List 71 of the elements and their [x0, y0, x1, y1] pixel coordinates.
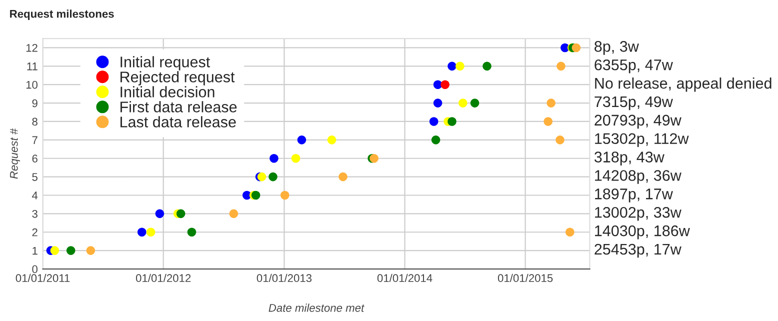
point: [50, 246, 60, 255]
point: [433, 80, 442, 90]
y-tick-label: 1: [32, 246, 38, 255]
point: [433, 98, 442, 108]
point: [572, 43, 581, 52]
point: [297, 136, 306, 144]
point: [448, 62, 456, 71]
point: [440, 80, 450, 90]
text: 14208p, 36w: [595, 170, 682, 184]
point: [448, 117, 456, 126]
legend-label: Last data release: [120, 116, 236, 128]
point: [268, 172, 278, 182]
y-axis-title: Request #: [10, 128, 20, 179]
y-tick-label: 11: [27, 62, 38, 70]
text: 15302p, 112w: [595, 133, 689, 148]
chart-title: Request milestones: [10, 10, 114, 20]
point: [327, 136, 336, 144]
point: [155, 209, 164, 218]
x-tick-label: 01/01/2015: [498, 274, 553, 282]
point: [470, 98, 480, 108]
text: 6355p, 47w: [594, 59, 673, 74]
y-tick-label: 9: [32, 99, 38, 108]
legend-label: Initial decision: [120, 86, 214, 98]
point: [137, 228, 146, 237]
text: 8p, 3w: [594, 41, 639, 55]
y-tick-label: 2: [32, 228, 38, 236]
point: [291, 154, 300, 163]
point: [566, 228, 574, 237]
y-tick-label: 10: [26, 80, 38, 89]
y-tick-label: 12: [26, 44, 38, 52]
x-tick-label: 01/01/2013: [256, 274, 312, 282]
y-tick-label: 3: [32, 210, 38, 218]
y-tick-label: 4: [32, 192, 38, 200]
x-tick-label: 01/01/2012: [136, 274, 191, 282]
point: [187, 228, 196, 237]
point: [338, 172, 348, 182]
legend-label: First data release: [120, 101, 237, 112]
point: [456, 62, 464, 71]
point: [544, 117, 552, 126]
y-tick-label: 8: [32, 118, 38, 126]
text: 14030p, 186w: [595, 225, 690, 240]
point: [270, 154, 278, 163]
point: [146, 228, 156, 237]
legend-label: Rejected request: [120, 71, 235, 86]
point: [556, 136, 564, 144]
point: [546, 98, 556, 108]
text: 7315p, 49w: [594, 96, 673, 110]
text: 1897p, 17w: [595, 188, 673, 202]
point: [482, 62, 492, 71]
text: 20793p, 49w: [594, 114, 682, 129]
y-tick-label: 6: [32, 154, 38, 163]
x-axis-title: Date milestone met: [268, 304, 365, 312]
point: [229, 209, 238, 218]
y-tick-label: 5: [32, 173, 38, 181]
y-tick-label: 0: [32, 265, 38, 274]
point: [66, 246, 76, 255]
y-tick-label: 7: [32, 136, 38, 144]
legend-label: Initial request: [120, 56, 210, 70]
text: No release, appeal denied: [595, 77, 772, 92]
x-tick-label: 01/01/2014: [377, 274, 432, 282]
point: [86, 246, 96, 255]
point: [458, 98, 468, 108]
text: 25453p, 17w: [594, 244, 682, 258]
point: [431, 136, 440, 144]
text: 318p, 43w: [594, 152, 664, 166]
point: [176, 209, 186, 218]
point: [556, 62, 566, 71]
point: [429, 117, 438, 126]
text: 13002p, 33w: [595, 206, 682, 221]
x-tick-label: 01/01/2011: [16, 274, 70, 282]
point: [280, 190, 290, 200]
